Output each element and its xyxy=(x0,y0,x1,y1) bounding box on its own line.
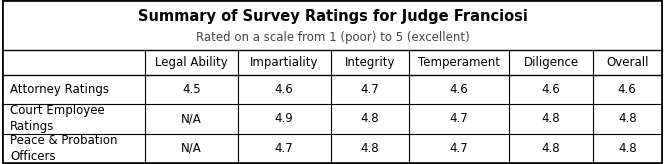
Text: Overall: Overall xyxy=(606,56,648,69)
Text: 4.7: 4.7 xyxy=(450,142,469,155)
Text: Impartiality: Impartiality xyxy=(250,56,319,69)
Text: 4.8: 4.8 xyxy=(542,113,561,125)
Text: 4.9: 4.9 xyxy=(275,113,294,125)
Text: 4.6: 4.6 xyxy=(618,83,636,96)
Text: 4.7: 4.7 xyxy=(360,83,379,96)
Text: 4.7: 4.7 xyxy=(275,142,294,155)
Text: Court Employee
Ratings: Court Employee Ratings xyxy=(10,104,104,133)
Text: Summary of Survey Ratings for Judge Franciosi: Summary of Survey Ratings for Judge Fran… xyxy=(138,9,527,24)
Bar xyxy=(3,134,662,163)
Text: 4.8: 4.8 xyxy=(618,113,636,125)
Text: 4.8: 4.8 xyxy=(360,113,379,125)
Text: 4.5: 4.5 xyxy=(182,83,201,96)
Text: Integrity: Integrity xyxy=(344,56,395,69)
Text: Legal Ability: Legal Ability xyxy=(155,56,227,69)
Bar xyxy=(3,50,662,75)
Text: 4.6: 4.6 xyxy=(450,83,469,96)
Bar xyxy=(3,104,662,134)
Text: N/A: N/A xyxy=(181,113,201,125)
Text: 4.8: 4.8 xyxy=(618,142,636,155)
Text: 4.8: 4.8 xyxy=(542,142,561,155)
Text: Attorney Ratings: Attorney Ratings xyxy=(10,83,109,96)
Text: 4.7: 4.7 xyxy=(450,113,469,125)
Text: 4.8: 4.8 xyxy=(360,142,379,155)
Text: N/A: N/A xyxy=(181,142,201,155)
Text: Temperament: Temperament xyxy=(418,56,500,69)
Bar xyxy=(3,1,662,50)
Text: Diligence: Diligence xyxy=(523,56,579,69)
Text: Rated on a scale from 1 (poor) to 5 (excellent): Rated on a scale from 1 (poor) to 5 (exc… xyxy=(196,31,469,44)
Text: 4.6: 4.6 xyxy=(541,83,561,96)
Text: Peace & Probation
Officers: Peace & Probation Officers xyxy=(10,134,118,163)
Bar xyxy=(3,75,662,104)
Text: 4.6: 4.6 xyxy=(275,83,294,96)
